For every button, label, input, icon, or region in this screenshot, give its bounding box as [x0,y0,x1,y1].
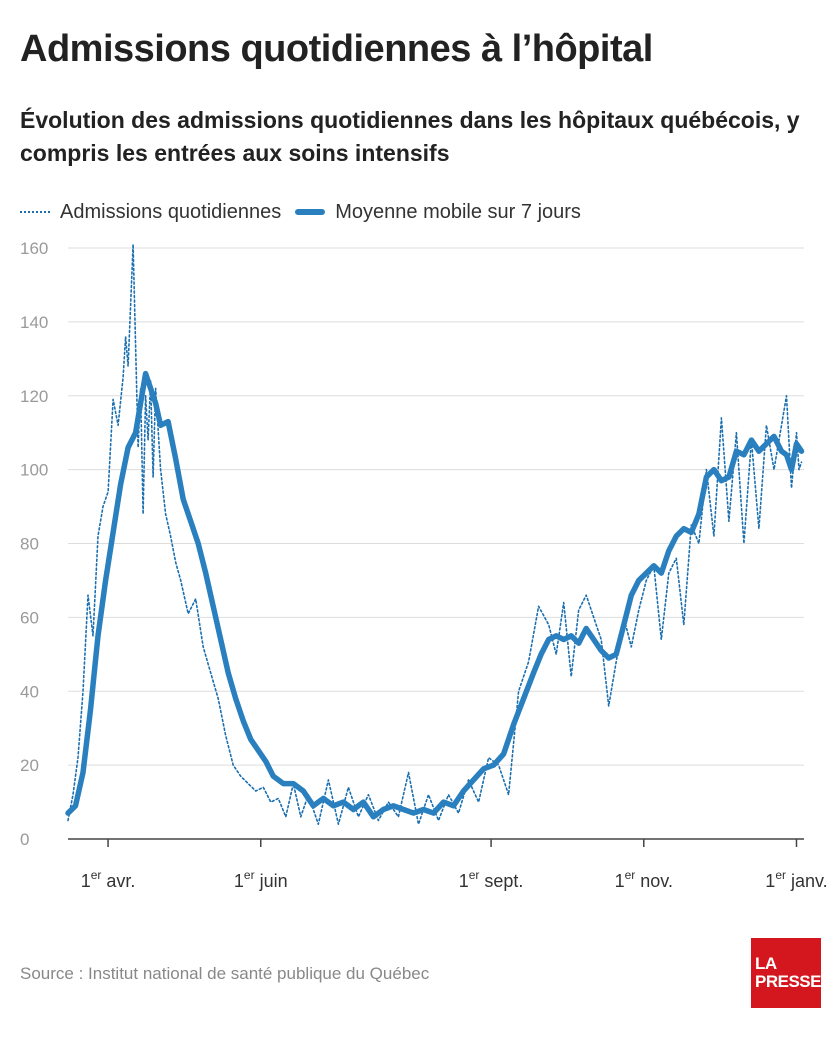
logo-line-2: PRESSE [755,972,821,991]
grid-lines [68,247,804,840]
series-line-7-day-average [65,370,805,820]
y-tick-label: 120 [20,387,48,406]
page-title: Admissions quotidiennes à l’hôpital [20,28,653,70]
source-note: Source : Institut national de santé publ… [20,964,430,983]
x-tick-label: 1er juin [234,868,288,891]
la-presse-logo: LA PRESSE [751,938,821,1008]
y-tick-label: 0 [20,830,29,849]
y-tick-label: 100 [20,461,48,480]
y-axis-ticks: 0 20 40 60 80 100 120 140 160 [20,239,48,849]
y-tick-label: 20 [20,756,39,775]
legend-swatch-solid [295,209,326,215]
x-tick-label: 1er nov. [615,868,673,891]
legend-label-daily: Admissions quotidiennes [60,200,282,223]
y-tick-label: 80 [20,535,39,554]
x-axis-ticks: 1er avr. 1er juin 1er sept. 1er nov. 1er jan… [81,839,828,891]
legend-swatch-dotted [20,211,50,213]
series-lines [65,243,805,826]
series-line-daily-admissions [67,243,803,826]
legend-label-average: Moyenne mobile sur 7 jours [335,200,581,223]
logo-line-1: LA [755,954,777,973]
y-tick-label: 140 [20,313,48,332]
chart-subtitle: Évolution des admissions quotidiennes da… [20,107,800,166]
y-tick-label: 160 [20,239,48,258]
legend-item-average: Moyenne mobile sur 7 jours [295,201,581,224]
chart-legend: Admissions quotidiennes Moyenne mobile s… [20,198,595,226]
x-tick-label: 1er janv. [765,868,827,891]
x-tick-label: 1er sept. [459,868,524,891]
y-tick-label: 60 [20,608,39,627]
y-tick-label: 40 [20,682,39,701]
x-tick-label: 1er avr. [81,868,136,891]
legend-item-daily: Admissions quotidiennes [20,201,281,224]
